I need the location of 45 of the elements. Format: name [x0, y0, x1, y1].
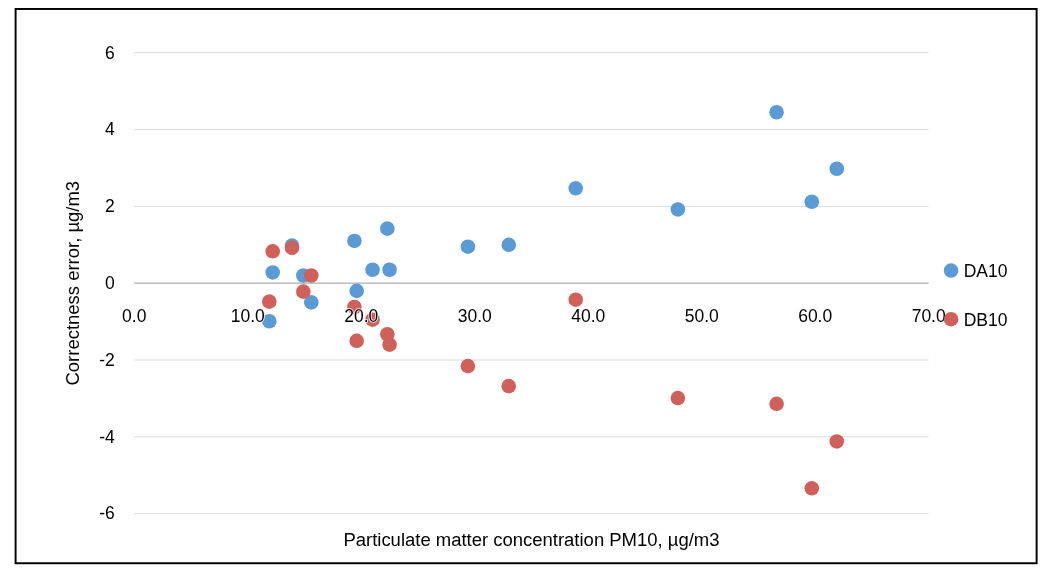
y-tick-label: 4: [105, 119, 116, 140]
point: [769, 396, 784, 412]
point: [670, 390, 686, 406]
y-tick-label: -2: [99, 349, 115, 370]
point: [303, 268, 319, 283]
point: [349, 283, 364, 299]
point: [568, 292, 584, 307]
y-tick-label: -4: [99, 426, 116, 447]
y-tick-label: 2: [105, 196, 115, 217]
point: [296, 284, 311, 299]
point: [501, 378, 517, 394]
point: [460, 358, 476, 374]
y-tick-label: -6: [99, 503, 115, 524]
point: [265, 265, 280, 280]
x-tick-label: 0.0: [122, 306, 147, 327]
point: [261, 294, 277, 309]
point: [380, 221, 395, 236]
point: [303, 295, 319, 310]
point: [670, 202, 686, 217]
point: [804, 194, 820, 210]
y-axis-title: Correctness error, µg/m3: [61, 180, 83, 386]
point: [460, 239, 476, 254]
point: [804, 481, 820, 496]
x-tick-label: 30.0: [457, 306, 493, 327]
point: [365, 262, 380, 278]
x-tick-label: 40.0: [571, 306, 606, 327]
legend-label: DA10: [963, 261, 1008, 282]
point: [829, 161, 845, 177]
point: [347, 233, 362, 249]
x-tick-label: 60.0: [798, 306, 833, 327]
point: [501, 237, 517, 253]
point: [349, 333, 364, 349]
point: [568, 181, 584, 196]
point: [382, 262, 397, 278]
y-tick-label: 6: [105, 42, 115, 63]
point: [829, 434, 845, 449]
point: [769, 104, 784, 120]
x-tick-label: 10.0: [230, 306, 266, 327]
x-tick-label: 70.0: [911, 306, 946, 327]
x-tick-label: 50.0: [684, 306, 719, 327]
legend-label: DB10: [963, 309, 1008, 330]
point: [382, 337, 397, 352]
y-tick-label: 0: [105, 273, 116, 294]
point: [265, 244, 280, 259]
x-axis-title: Particulate matter concentration PM10, µg/m3: [343, 528, 720, 550]
